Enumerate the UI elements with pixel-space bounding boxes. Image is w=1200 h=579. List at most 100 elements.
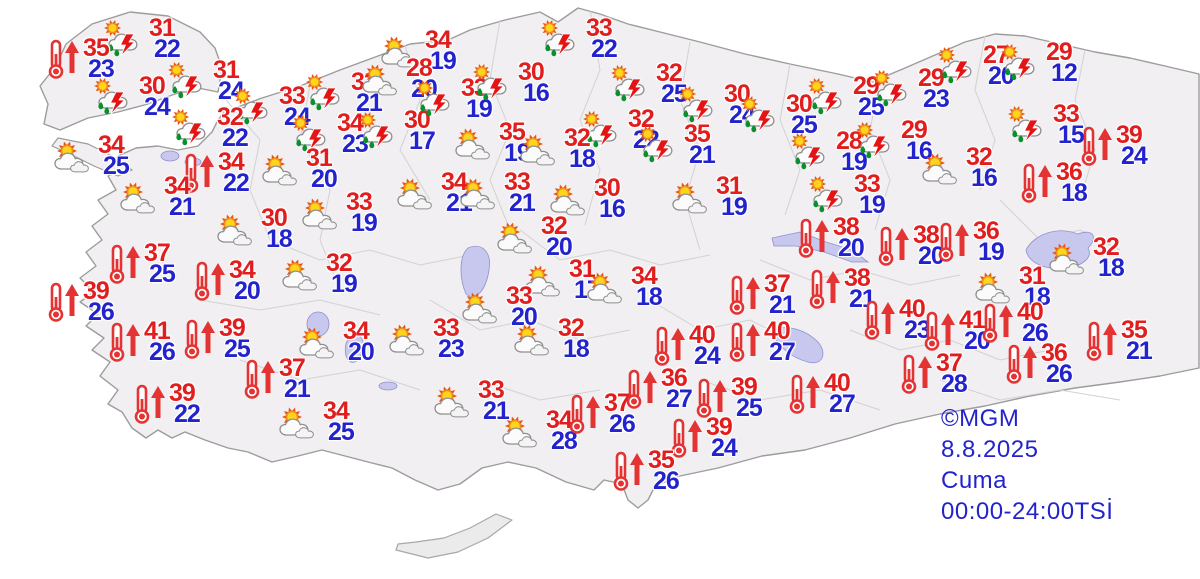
weather-station: 36 19 bbox=[936, 217, 1005, 265]
high-temp: 32 bbox=[217, 103, 244, 131]
thermometer-rising-icon bbox=[134, 384, 165, 424]
thermometer-rising-icon bbox=[613, 451, 644, 491]
thermometer-rising-icon bbox=[1081, 126, 1112, 166]
high-temp: 32 bbox=[1093, 233, 1120, 261]
sun-cloud-thunderstorm-icon bbox=[306, 74, 340, 111]
low-temp: 18 bbox=[1024, 283, 1051, 311]
high-temp: 41 bbox=[959, 306, 986, 334]
weather-station: 38 21 bbox=[807, 266, 876, 312]
temperature-labels: 32 18 bbox=[564, 126, 596, 172]
sun-cloud-thunderstorm-icon bbox=[292, 115, 326, 152]
weather-station: 33 24 bbox=[232, 82, 311, 130]
sun-cloud-thunderstorm-icon bbox=[359, 112, 393, 149]
high-temp: 31 bbox=[569, 255, 596, 283]
weather-station: 40 26 bbox=[980, 300, 1049, 346]
sun-behind-cloud-icon bbox=[54, 141, 89, 173]
weather-station: 29 16 bbox=[854, 118, 933, 164]
high-temp: 33 bbox=[279, 82, 306, 110]
thermometer-rising-icon bbox=[48, 39, 79, 79]
high-temp: 40 bbox=[899, 295, 926, 323]
low-temp: 26 bbox=[149, 338, 176, 366]
temperature-labels: 34 25 bbox=[323, 397, 355, 445]
low-temp: 24 bbox=[1121, 142, 1148, 170]
low-temp: 23 bbox=[438, 335, 465, 363]
sun-cloud-thunderstorm-icon bbox=[168, 62, 202, 99]
temperature-labels: 39 22 bbox=[169, 381, 201, 427]
high-temp: 34 bbox=[337, 109, 364, 137]
high-temp: 32 bbox=[656, 59, 683, 87]
low-temp: 21 bbox=[509, 189, 536, 217]
high-temp: 38 bbox=[833, 213, 860, 241]
low-temp: 19 bbox=[430, 47, 457, 75]
temperature-labels: 37 21 bbox=[764, 272, 796, 318]
temperature-labels: 31 18 bbox=[1019, 264, 1051, 311]
low-temp: 15 bbox=[1058, 121, 1085, 149]
sun-behind-cloud-icon bbox=[434, 386, 469, 418]
weather-station: 34 20 bbox=[192, 256, 261, 305]
low-temp: 23 bbox=[923, 85, 950, 113]
thermometer-rising-icon bbox=[696, 378, 727, 418]
high-temp: 34 bbox=[218, 148, 245, 176]
sun-behind-cloud-icon bbox=[455, 128, 490, 160]
high-temp: 32 bbox=[558, 314, 585, 342]
low-temp: 27 bbox=[829, 390, 856, 418]
thermometer-rising-icon bbox=[183, 153, 214, 193]
weather-station: 40 27 bbox=[787, 371, 856, 418]
lake-burdur bbox=[378, 381, 398, 391]
sun-cloud-thunderstorm-icon bbox=[1001, 44, 1035, 81]
high-temp: 34 bbox=[546, 406, 573, 434]
high-temp: 32 bbox=[326, 249, 353, 277]
high-temp: 34 bbox=[229, 256, 256, 284]
sun-cloud-thunderstorm-icon bbox=[611, 65, 645, 102]
weather-station: 32 18 bbox=[1046, 233, 1125, 281]
low-temp: 20 bbox=[234, 277, 261, 305]
temperature-labels: 35 26 bbox=[648, 448, 680, 494]
high-temp: 36 bbox=[973, 217, 1000, 245]
temperature-labels: 36 26 bbox=[1041, 341, 1073, 387]
high-temp: 33 bbox=[854, 170, 881, 198]
high-temp: 34 bbox=[441, 168, 468, 196]
high-temp: 34 bbox=[323, 397, 350, 425]
high-temp: 34 bbox=[631, 262, 658, 290]
cyprus-island bbox=[395, 513, 513, 559]
temperature-labels: 35 21 bbox=[684, 122, 716, 168]
low-temp: 17 bbox=[409, 127, 436, 155]
sun-cloud-thunderstorm-icon bbox=[791, 133, 825, 170]
weather-station: 31 24 bbox=[166, 58, 245, 104]
temperature-labels: 31 19 bbox=[716, 174, 748, 221]
sun-cloud-thunderstorm-icon bbox=[639, 126, 673, 163]
temperature-labels: 32 18 bbox=[558, 314, 590, 362]
temperature-labels: 37 28 bbox=[936, 351, 968, 397]
high-temp: 30 bbox=[518, 58, 545, 86]
low-temp: 19 bbox=[721, 193, 748, 221]
sun-behind-cloud-icon bbox=[120, 182, 155, 214]
high-temp: 30 bbox=[261, 204, 288, 232]
lakes bbox=[160, 150, 1094, 391]
temperature-labels: 33 19 bbox=[461, 76, 493, 122]
high-temp: 39 bbox=[731, 373, 758, 401]
temperature-labels: 34 18 bbox=[631, 262, 663, 310]
sun-cloud-thunderstorm-icon bbox=[234, 88, 268, 125]
high-temp: 40 bbox=[764, 317, 791, 345]
high-temp: 39 bbox=[706, 413, 733, 441]
high-temp: 40 bbox=[689, 321, 716, 349]
high-temp: 35 bbox=[83, 34, 110, 62]
weather-station: 40 27 bbox=[727, 317, 796, 365]
temperature-labels: 32 19 bbox=[326, 249, 358, 297]
weather-station: 30 17 bbox=[357, 106, 436, 155]
low-temp: 22 bbox=[223, 169, 250, 197]
thermometer-rising-icon bbox=[569, 394, 600, 434]
temperature-labels: 34 20 bbox=[343, 319, 375, 365]
temperature-labels: 39 26 bbox=[83, 279, 115, 325]
temperature-labels: 33 23 bbox=[433, 316, 465, 363]
high-temp: 33 bbox=[504, 168, 531, 196]
sun-cloud-thunderstorm-icon bbox=[808, 78, 842, 115]
thermometer-rising-icon bbox=[654, 326, 685, 366]
temperature-labels: 34 21 bbox=[164, 174, 196, 220]
low-temp: 25 bbox=[736, 394, 763, 422]
sun-cloud-thunderstorm-icon bbox=[541, 20, 575, 57]
weather-station: 30 16 bbox=[471, 58, 550, 106]
thermometer-rising-icon bbox=[1021, 163, 1052, 203]
thermometer-rising-icon bbox=[194, 261, 225, 301]
high-temp: 30 bbox=[404, 106, 431, 134]
